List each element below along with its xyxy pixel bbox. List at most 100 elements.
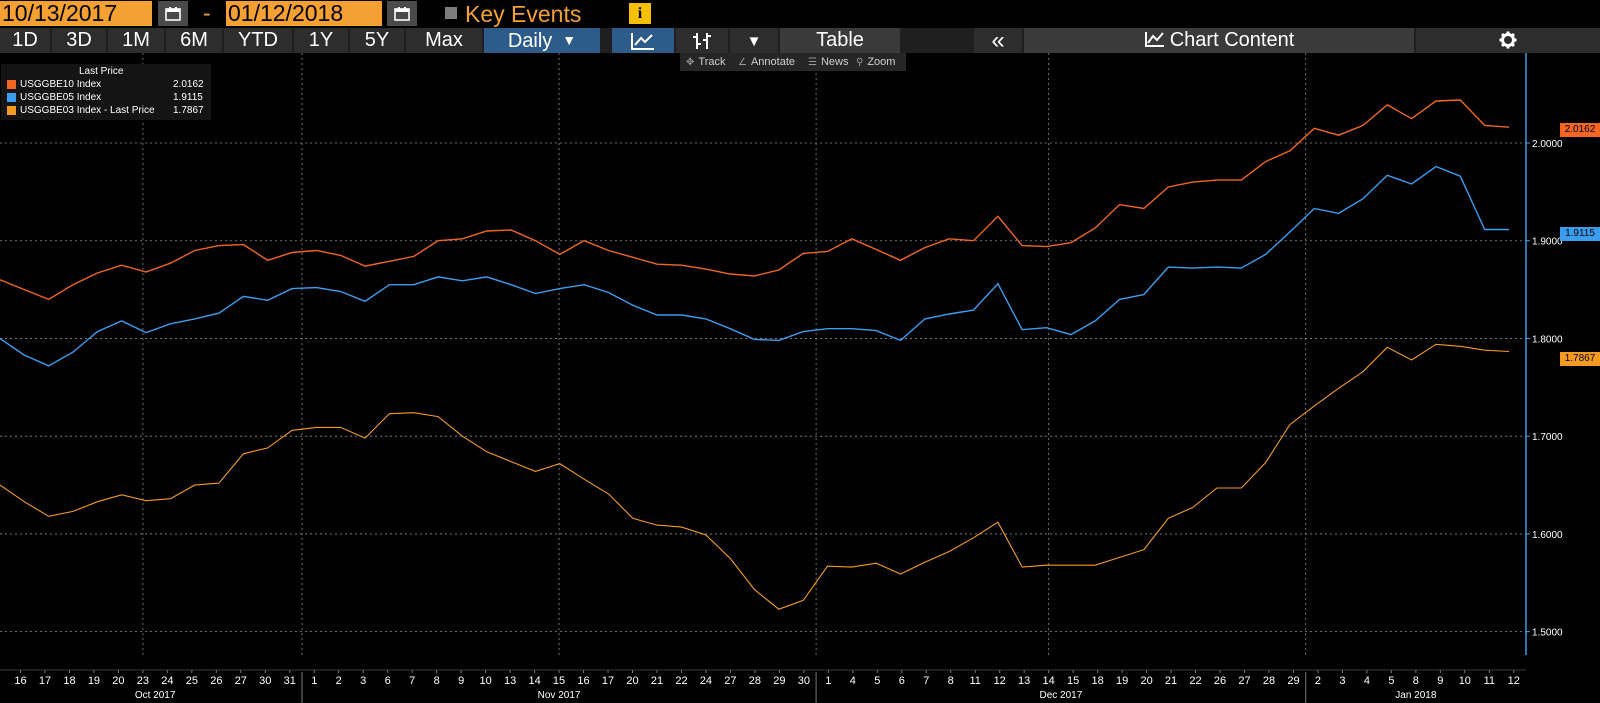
y-tick-label: 1.9000 [1532,237,1563,248]
x-tick-label: 20 [1140,675,1152,687]
start-date-field[interactable]: 10/13/2017 [0,1,152,26]
chart-tools-strip: ✥ Track ∠ Annotate ☰ News ⚲ Zoom [680,53,906,71]
legend-title: Last Price [79,66,124,77]
x-tick-label: 30 [798,675,810,687]
x-tick-label: 4 [1364,675,1370,687]
x-tick-label: 17 [602,675,614,687]
y-tick-label: 1.6000 [1532,530,1563,541]
x-tick-label: 14 [1043,675,1055,687]
x-tick-label: 24 [161,675,173,687]
x-tick-label: 9 [458,675,464,687]
range-3d-button[interactable]: 3D [52,28,106,53]
range-6m-button[interactable]: 6M [166,28,222,53]
x-tick-label: 10 [1459,675,1471,687]
x-tick-label: 31 [284,675,296,687]
x-tick-label: 16 [14,675,26,687]
line-chart-type-button[interactable] [612,28,674,53]
x-tick-label: 29 [1287,675,1299,687]
x-tick-label: 9 [1437,675,1443,687]
y-tick-label: 2.0000 [1532,139,1563,150]
legend-swatch [7,80,16,89]
crosshair-icon: ✥ [686,57,695,68]
x-tick-label: 13 [1018,675,1030,687]
table-button[interactable]: Table [780,28,900,53]
range-1y-button[interactable]: 1Y [294,28,348,53]
chart-content-icon [1144,32,1164,47]
news-tool[interactable]: ☰ News [808,53,848,71]
x-tick-label: 1 [825,675,831,687]
legend-value: 1.9115 [173,92,203,103]
collapse-panel-button[interactable]: « [974,28,1022,53]
legend-value: 2.0162 [173,79,204,90]
x-tick-label: 23 [137,675,149,687]
x-tick-label: 30 [259,675,271,687]
track-tool[interactable]: ✥ Track [686,53,725,71]
x-tick-label: 4 [850,675,856,687]
end-date-field[interactable]: 01/12/2018 [226,1,382,26]
month-label: Dec 2017 [1039,690,1082,701]
legend: Last Price USGGBE10 Index 2.0162 USGGBE0… [1,64,211,120]
chart-content-button[interactable]: Chart Content [1024,28,1414,53]
x-tick-label: 5 [1388,675,1394,687]
x-tick-label: 7 [409,675,415,687]
x-tick-label: 27 [235,675,247,687]
calendar-icon [165,6,181,21]
range-1d-button[interactable]: 1D [0,28,50,53]
x-tick-label: 27 [724,675,736,687]
chart-content-label: Chart Content [1169,29,1295,51]
legend-item-usggbe05[interactable]: USGGBE05 Index 1.9115 [7,91,207,104]
x-tick-label: 21 [1165,675,1177,687]
bar-chart-type-button[interactable] [676,28,728,53]
y-tick-label: 1.8000 [1532,334,1563,345]
magnifier-icon: ⚲ [856,57,864,68]
range-1m-button[interactable]: 1M [108,28,164,53]
last-value-badge-usggbe03: 1.7867 [1560,352,1600,366]
x-tick-label: 29 [773,675,785,687]
x-tick-label: 10 [479,675,491,687]
legend-item-usggbe10[interactable]: USGGBE10 Index 2.0162 [7,78,207,91]
range-max-button[interactable]: Max [406,28,482,53]
y-tick-label: 1.5000 [1532,628,1563,639]
key-events-label[interactable]: Key Events [465,1,582,27]
key-events-checkbox[interactable] [445,7,457,19]
y-tick-label: 1.7000 [1532,432,1563,443]
month-label: Jan 2018 [1395,690,1437,701]
legend-item-usggbe03[interactable]: USGGBE03 Index - Last Price 1.7867 [7,104,207,117]
series-line-0 [0,99,1510,301]
x-tick-label: 2 [1315,675,1321,687]
legend-label: USGGBE05 Index [20,92,102,103]
x-tick-label: 17 [39,675,51,687]
x-tick-label: 22 [675,675,687,687]
frequency-dropdown[interactable]: Daily ▼ [484,28,600,53]
x-tick-label: 13 [504,675,516,687]
x-tick-label: 16 [577,675,589,687]
month-label: Nov 2017 [538,690,581,701]
settings-button[interactable] [1416,28,1600,53]
chart-type-dropdown[interactable]: ▼ [730,28,778,53]
date-range-bar: 10/13/2017 - 01/12/2018 Key Events i [0,0,1600,28]
news-icon: ☰ [808,57,817,68]
x-tick-label: 28 [749,675,761,687]
x-tick-label: 27 [1238,675,1250,687]
info-icon[interactable]: i [629,3,651,24]
end-calendar-button[interactable] [387,1,417,26]
x-tick-label: 2 [336,675,342,687]
chart-area[interactable]: 1.5000 1.6000 1.7000 1.8000 1.9000 2.0000 16 17… [0,53,1600,703]
news-label: News [820,56,849,68]
series-line-1 [0,165,1509,367]
x-tick-label: 1 [311,675,317,687]
last-value-badge-usggbe05: 1.9115 [1560,227,1600,241]
x-tick-label: 26 [210,675,222,687]
x-tick-label: 7 [923,675,929,687]
legend-value: 1.7867 [173,105,204,116]
x-tick-label: 24 [700,675,712,687]
calendar-icon [394,6,410,21]
x-tick-label: 6 [385,675,391,687]
range-ytd-button[interactable]: YTD [224,28,292,53]
x-tick-label: 11 [1484,675,1495,687]
range-5y-button[interactable]: 5Y [350,28,404,53]
start-calendar-button[interactable] [158,1,188,26]
zoom-tool[interactable]: ⚲ Zoom [856,53,895,71]
annotate-tool[interactable]: ∠ Annotate [738,53,795,71]
